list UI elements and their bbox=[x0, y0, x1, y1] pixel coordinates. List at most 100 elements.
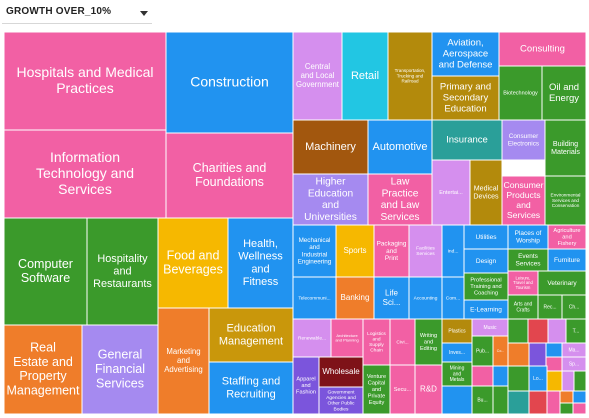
treemap-tile-central-and-local-government[interactable]: Central and Local Government bbox=[292, 31, 343, 121]
treemap-tile-unlabeled[interactable] bbox=[492, 385, 509, 415]
treemap-tile-building-materials[interactable]: Building Materials bbox=[544, 119, 587, 177]
treemap-tile-e-learning[interactable]: E-Learning bbox=[463, 299, 509, 320]
treemap-tile-marketing-and-advertising[interactable]: Marketing and Advertising bbox=[157, 307, 210, 415]
treemap-tile-accounting[interactable]: Accounting bbox=[408, 276, 443, 320]
treemap-tile-unlabeled[interactable] bbox=[507, 318, 529, 344]
treemap-tile-unlabeled[interactable] bbox=[561, 370, 575, 392]
treemap-tile-rect[interactable] bbox=[471, 385, 494, 415]
treemap-tile-food-and-beverages[interactable]: Food and Beverages bbox=[157, 217, 229, 309]
treemap-tile-writing-and-editing[interactable]: Writing and Editing bbox=[414, 318, 443, 366]
treemap-tile-rect[interactable] bbox=[441, 361, 473, 387]
treemap-tile-rect[interactable] bbox=[362, 318, 391, 366]
treemap-tile-furniture[interactable]: Furniture bbox=[547, 248, 587, 272]
treemap-tile-rect[interactable] bbox=[292, 173, 369, 226]
treemap-tile-professional-training-and-coaching[interactable]: Professional Training and Coaching bbox=[463, 272, 509, 301]
treemap-tile-oil-and-energy[interactable]: Oil and Energy bbox=[541, 65, 587, 121]
treemap-tile-unlabeled[interactable] bbox=[546, 370, 563, 392]
treemap-tile-rect[interactable] bbox=[3, 217, 88, 326]
treemap-tile-general-financial-services[interactable]: General Financial Services bbox=[81, 324, 159, 415]
treemap-tile-r-d[interactable]: R&D bbox=[414, 364, 443, 415]
treemap-tile-inves[interactable]: Inves... bbox=[441, 342, 473, 363]
treemap-tile-unlabeled[interactable] bbox=[441, 385, 473, 415]
metric-selector[interactable]: GROWTH OVER_10% bbox=[2, 3, 152, 24]
treemap-tile-packaging-and-print[interactable]: Packaging and Print bbox=[373, 224, 410, 278]
treemap-tile-construction[interactable]: Construction bbox=[165, 31, 294, 134]
treemap-tile-machinery[interactable]: Machinery bbox=[292, 119, 369, 175]
treemap-tile-architecture-and-planning[interactable]: Architecture and Planning bbox=[330, 318, 364, 358]
treemap-tile-rect[interactable] bbox=[335, 224, 375, 278]
treemap-tile-hospitality-and-restaurants[interactable]: Hospitality and Restaurants bbox=[86, 217, 159, 326]
treemap-tile-civi[interactable]: Civi... bbox=[389, 318, 416, 366]
treemap-tile-real-estate-and-property-management[interactable]: Real Estate and Property Management bbox=[3, 324, 83, 415]
treemap-tile-environmental-services-and-conservation[interactable]: Environmental Services and Conservation bbox=[544, 175, 587, 226]
treemap-tile-rect[interactable] bbox=[544, 119, 587, 177]
treemap-tile-insurance[interactable]: Insurance bbox=[431, 119, 503, 161]
treemap-tile-rect[interactable] bbox=[330, 318, 364, 358]
treemap-tile-unlabeled[interactable] bbox=[559, 402, 574, 415]
treemap-tile-secu[interactable]: Secu... bbox=[389, 364, 416, 415]
treemap-tile-design[interactable]: Design bbox=[463, 248, 509, 274]
treemap-tile-rect[interactable] bbox=[157, 307, 210, 415]
treemap-tile-life-sci[interactable]: Life Sci... bbox=[373, 276, 410, 320]
treemap-tile-unlabeled[interactable] bbox=[471, 365, 494, 387]
treemap-tile-ch[interactable]: Ch... bbox=[561, 294, 587, 320]
treemap-tile-staffing-and-recruiting[interactable]: Staffing and Recruiting bbox=[208, 361, 294, 415]
treemap-tile-rect[interactable] bbox=[414, 364, 443, 415]
treemap-tile-education-management[interactable]: Education Management bbox=[208, 307, 294, 363]
treemap-tile-rect[interactable] bbox=[165, 31, 294, 134]
treemap-tile-medical-devices[interactable]: Medical Devices bbox=[469, 159, 503, 226]
treemap-tile-wholesale[interactable]: Wholesale bbox=[318, 356, 364, 388]
treemap-tile-unlabeled[interactable] bbox=[545, 342, 563, 358]
treemap-tile-com[interactable]: Com... bbox=[441, 276, 465, 320]
treemap-tile-rect[interactable] bbox=[335, 276, 375, 320]
treemap-tile-rect[interactable] bbox=[463, 224, 509, 250]
treemap-tile-biotechnology[interactable]: Biotechnology bbox=[498, 65, 543, 121]
treemap-tile-rect[interactable] bbox=[498, 65, 543, 121]
treemap-tile-hospitals-and-medical-practices[interactable]: Hospitals and Medical Practices bbox=[3, 31, 167, 131]
treemap-tile-rect[interactable] bbox=[208, 361, 294, 415]
treemap-tile-government-agencies-and-other-public-bodies[interactable]: Government Agencies and Other Public Bodies bbox=[318, 386, 364, 415]
treemap-tile-rec[interactable]: Rec... bbox=[537, 294, 563, 320]
treemap-tile-unlabeled[interactable] bbox=[559, 390, 574, 404]
treemap-tile-rect[interactable] bbox=[81, 324, 159, 415]
treemap-tile-unlabeled[interactable] bbox=[545, 356, 563, 372]
treemap-tile-rect[interactable] bbox=[292, 356, 320, 415]
treemap-tile-rect[interactable] bbox=[561, 356, 587, 372]
treemap-tile-rect[interactable] bbox=[389, 364, 416, 415]
treemap-tile-unlabeled[interactable] bbox=[573, 370, 587, 392]
treemap-tile-bu[interactable]: Bu... bbox=[471, 385, 494, 415]
treemap-tile-rect[interactable] bbox=[341, 31, 389, 121]
treemap-tile-logistics-and-supply-chain[interactable]: Logistics and Supply Chain bbox=[362, 318, 391, 366]
treemap-tile-unlabeled[interactable] bbox=[528, 390, 548, 415]
treemap-tile-rect[interactable] bbox=[3, 324, 83, 415]
treemap-tile-rect[interactable] bbox=[565, 318, 587, 344]
treemap-tile-unlabeled[interactable] bbox=[528, 342, 547, 367]
treemap-tile-t[interactable]: T... bbox=[565, 318, 587, 344]
treemap-tile-unlabeled[interactable] bbox=[492, 365, 509, 387]
treemap-tile-utilities[interactable]: Utilities bbox=[463, 224, 509, 250]
treemap-tile-rect[interactable] bbox=[408, 276, 443, 320]
treemap-tile-rect[interactable] bbox=[292, 119, 369, 175]
treemap-tile-unlabeled[interactable] bbox=[546, 390, 561, 415]
treemap-tile-unlabeled[interactable] bbox=[507, 365, 530, 392]
treemap-tile-higher-education-and-universities[interactable]: Higher Education and Universities bbox=[292, 173, 369, 226]
treemap-tile-consumer-products-and-services[interactable]: Consumer Products and Services bbox=[501, 175, 546, 226]
treemap-tile-arts-and-crafts[interactable]: Arts and Crafts bbox=[507, 294, 539, 320]
treemap-tile-sports[interactable]: Sports bbox=[335, 224, 375, 278]
treemap-tile-places-of-worship[interactable]: Places of Worship bbox=[507, 224, 549, 250]
treemap-tile-rect[interactable] bbox=[547, 224, 587, 250]
treemap-tile-ind[interactable]: Ind... bbox=[441, 224, 465, 278]
treemap-tile-automotive[interactable]: Automotive bbox=[367, 119, 433, 175]
treemap-tile-pub[interactable]: Pub... bbox=[471, 335, 494, 367]
treemap-tile-primary-and-secondary-education[interactable]: Primary and Secondary Education bbox=[431, 75, 500, 121]
treemap-tile-rect[interactable] bbox=[492, 335, 509, 367]
treemap-tile-health-wellness-and-fitness[interactable]: Health, Wellness and Fitness bbox=[227, 217, 294, 309]
treemap-tile-consumer-electronics[interactable]: Consumer Electronics bbox=[501, 119, 546, 161]
treemap-tile-unlabeled[interactable] bbox=[572, 390, 587, 404]
treemap-tile-rect[interactable] bbox=[227, 217, 294, 309]
treemap-tile-unlabeled[interactable] bbox=[507, 342, 530, 367]
treemap-tile-rect[interactable] bbox=[414, 318, 443, 366]
treemap-tile-rect[interactable] bbox=[362, 364, 391, 415]
treemap-tile-rect[interactable] bbox=[157, 217, 229, 309]
treemap-tile-unlabeled[interactable] bbox=[572, 402, 587, 415]
